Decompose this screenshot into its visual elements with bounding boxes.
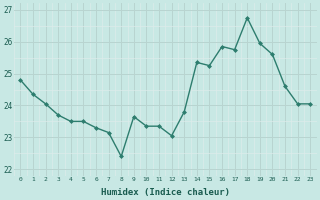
X-axis label: Humidex (Indice chaleur): Humidex (Indice chaleur) bbox=[101, 188, 230, 197]
